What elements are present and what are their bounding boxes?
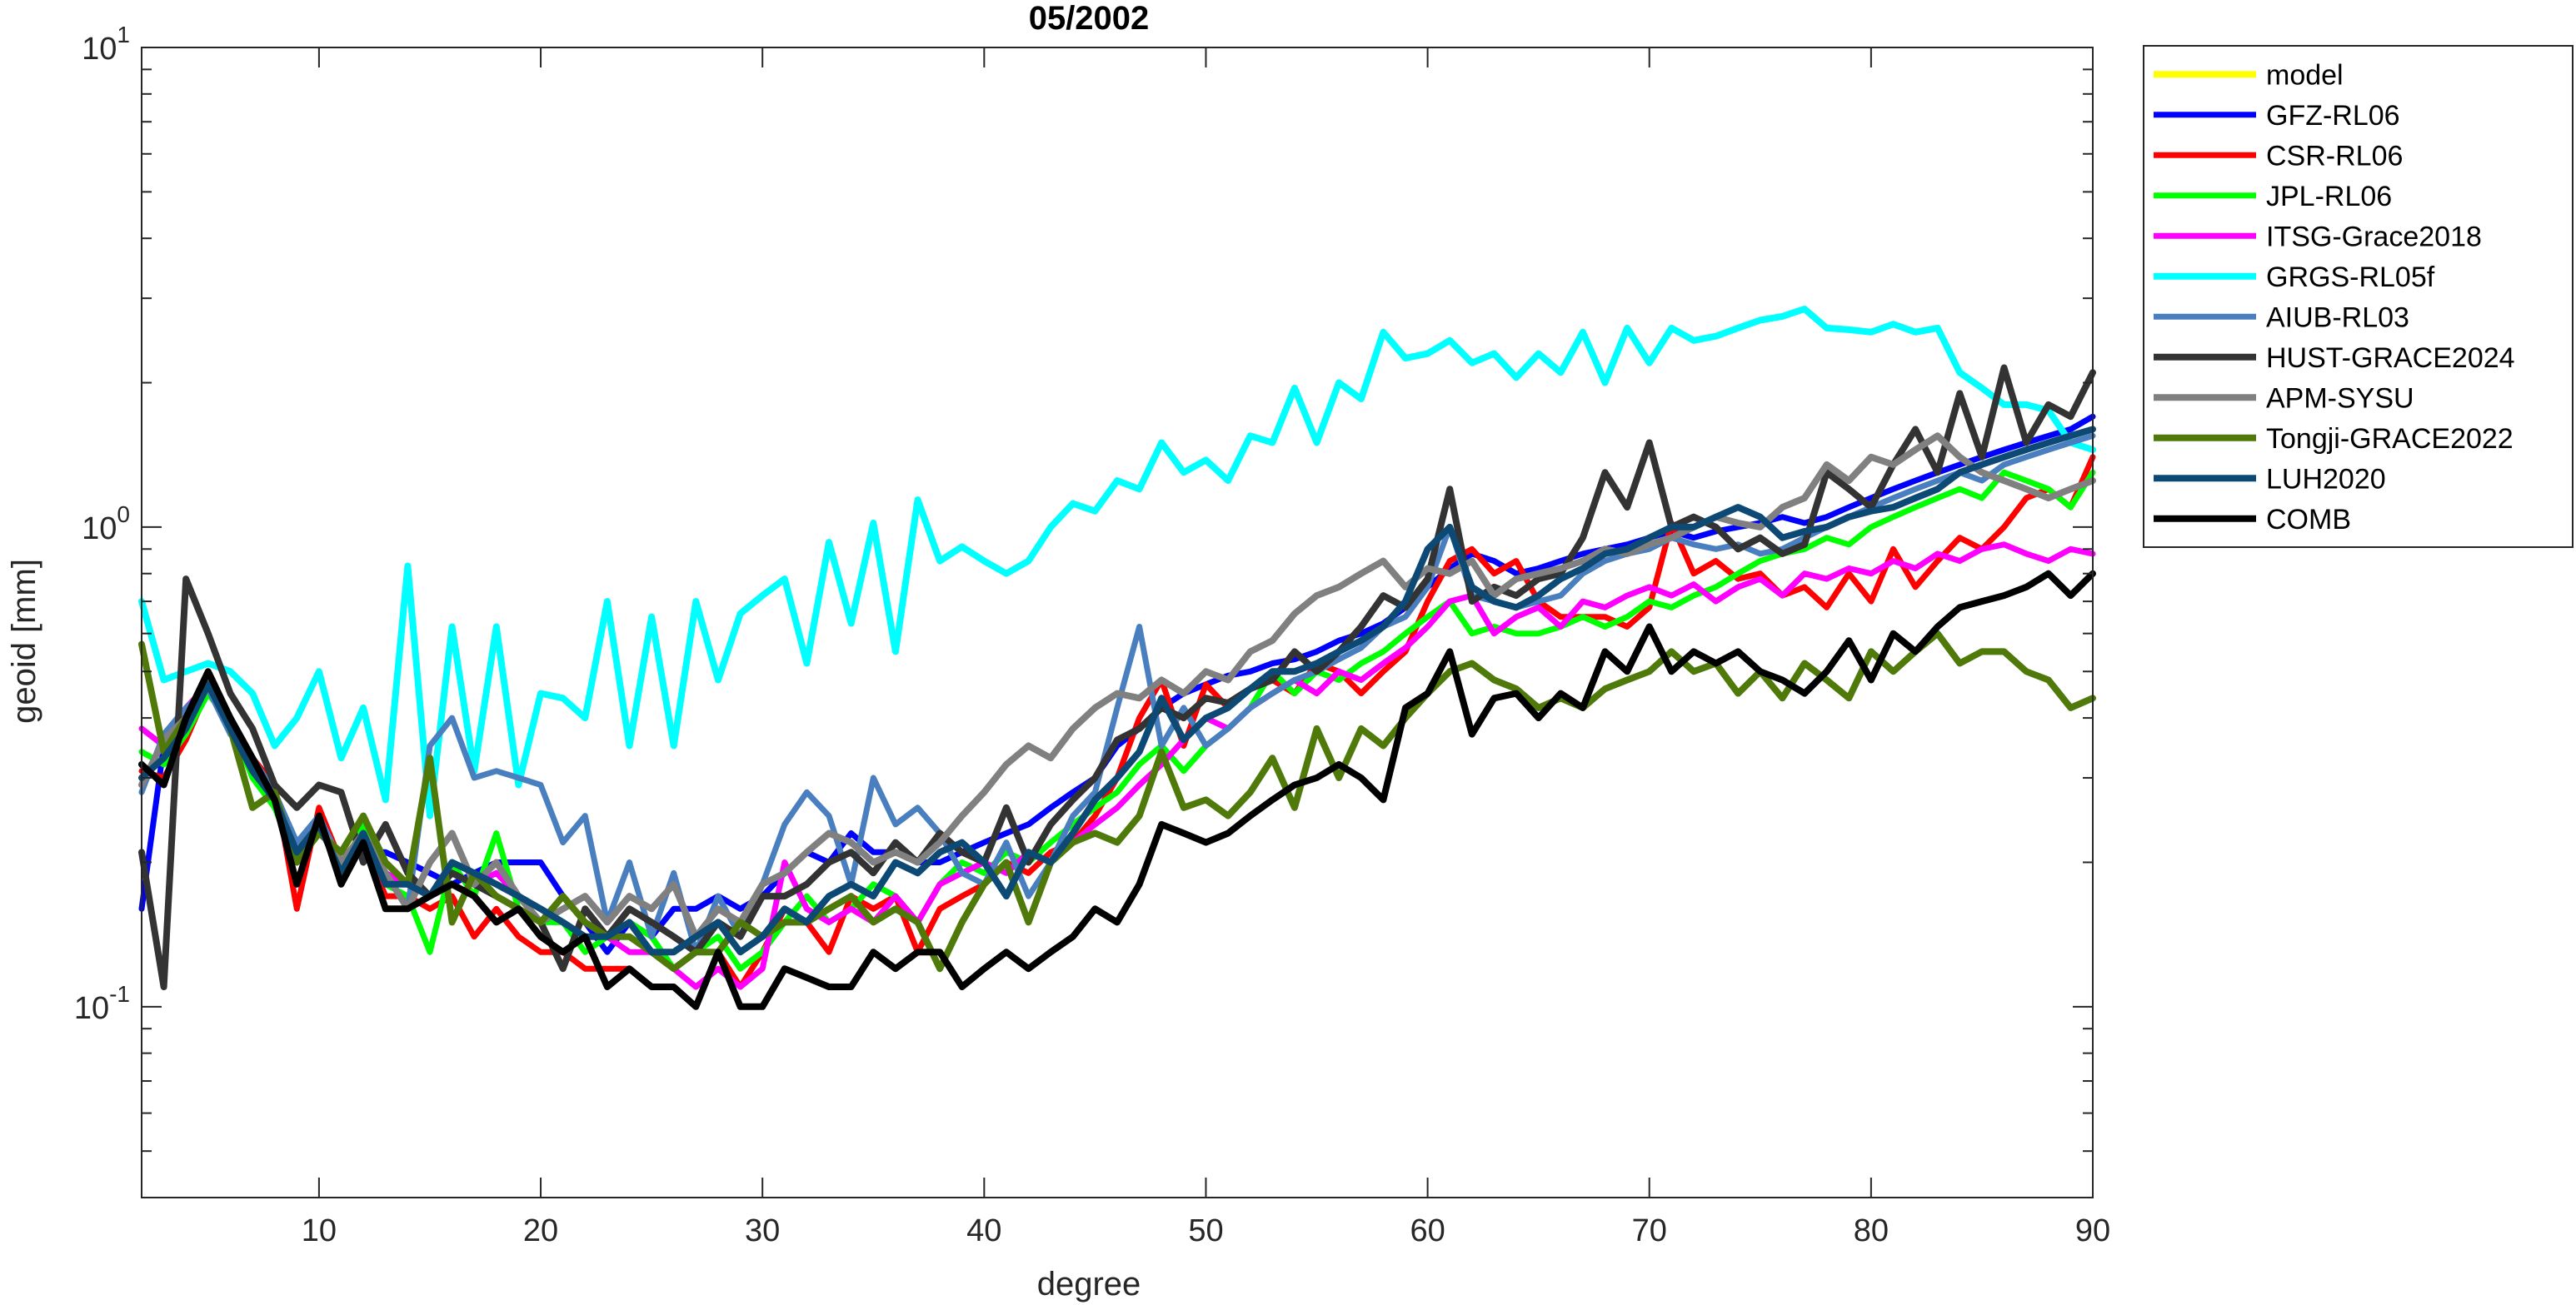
x-tick-label: 50: [1188, 1213, 1223, 1248]
legend-label-7: HUST-GRACE2024: [2266, 342, 2515, 374]
legend-box: [2143, 45, 2574, 548]
legend-label-10: LUH2020: [2266, 463, 2386, 495]
chart-title: 05/2002: [1029, 0, 1150, 37]
legend-label-1: GFZ-RL06: [2266, 100, 2400, 132]
y-axis-title: geoid [mm]: [6, 559, 42, 724]
legend-label-4: ITSG-Grace2018: [2266, 221, 2482, 252]
series-line-10: [138, 426, 2096, 956]
x-tick-label: 30: [745, 1213, 780, 1248]
legend-label-6: AIUB-RL03: [2266, 301, 2409, 333]
axes-box: [141, 47, 2094, 1198]
x-tick-label: 60: [1410, 1213, 1445, 1248]
legend-label-2: CSR-RL06: [2266, 140, 2403, 172]
series-layer: [138, 306, 2096, 1010]
x-tick-label: 20: [523, 1213, 558, 1248]
y-tick-label: 101: [82, 22, 130, 67]
legend-label-3: JPL-RL06: [2266, 181, 2392, 212]
legend-label-0: model: [2266, 59, 2344, 91]
x-tick-label: 90: [2075, 1213, 2110, 1248]
x-tick-label: 10: [302, 1213, 337, 1248]
x-tick-label: 70: [1632, 1213, 1667, 1248]
series-line-11: [138, 570, 2096, 1010]
legend: model GFZ-RL06 CSR-RL06 JPL-RL06 ITSG-Grace2…: [2143, 45, 2574, 548]
axes-layer: 10 20 30 40 50 60 70 80 90 10-1 100 101: [74, 22, 2110, 1248]
x-tick-label: 40: [966, 1213, 1001, 1248]
series-line-7: [138, 364, 2096, 990]
x-axis-title: degree: [1037, 1266, 1141, 1303]
series-line-5: [138, 306, 2096, 819]
y-tick-label: 100: [82, 501, 130, 546]
series-line-6: [138, 432, 2096, 955]
legend-label-11: COMB: [2266, 504, 2351, 535]
legend-label-8: APM-SYSU: [2266, 382, 2414, 414]
legend-label-9: Tongji-GRACE2022: [2266, 423, 2514, 455]
x-tick-label: 80: [1854, 1213, 1889, 1248]
y-tick-label: 10-1: [74, 981, 130, 1026]
legend-label-5: GRGS-RL05f: [2266, 261, 2435, 293]
plot-area: [142, 47, 2093, 1198]
